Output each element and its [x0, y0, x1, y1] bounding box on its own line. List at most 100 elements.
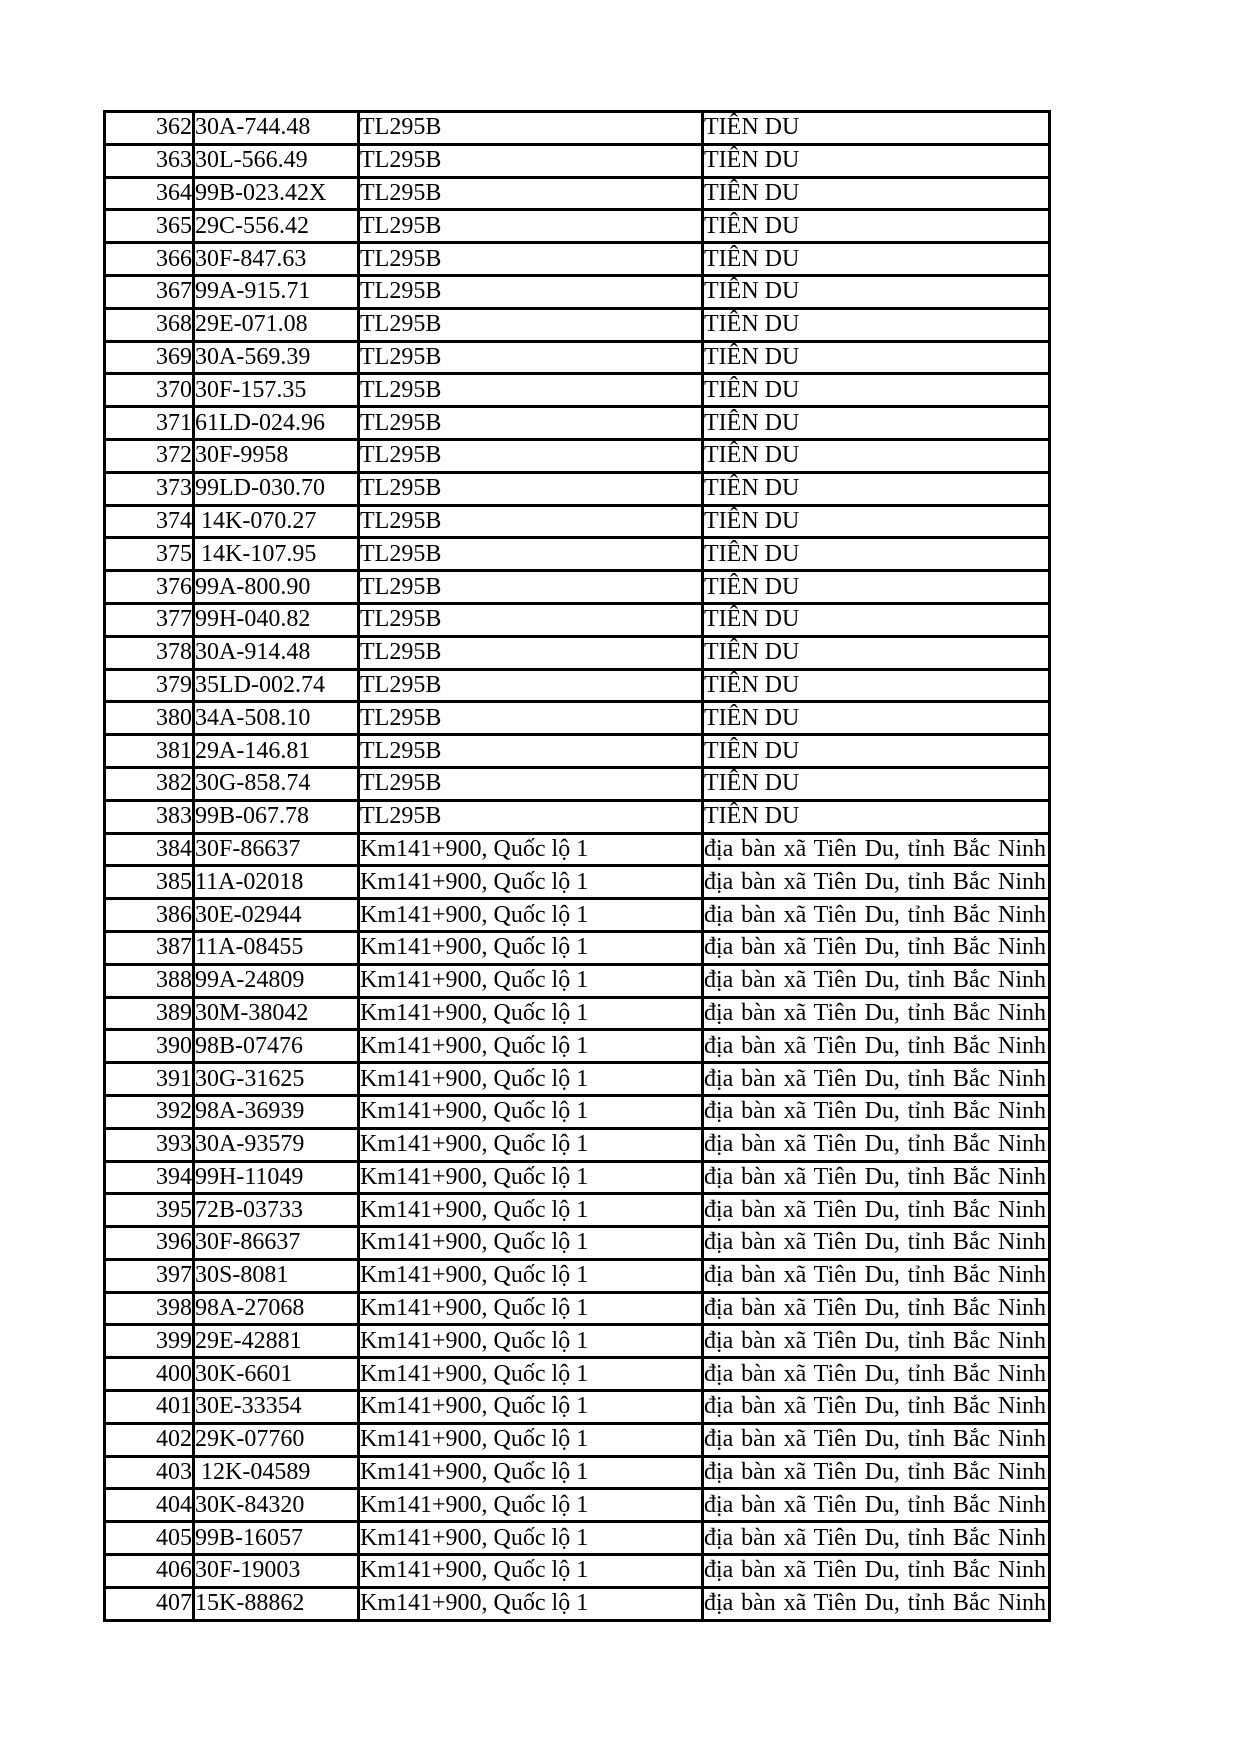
table-row: 383 99B-067.78 TL295B TIÊN DU: [103, 798, 1051, 835]
location-cell: TL295B: [357, 405, 704, 441]
location-cell: Km141+900, Quốc lộ 1: [357, 1487, 704, 1524]
table-row: 390 98B-07476 Km141+900, Quốc lộ 1 địa b…: [103, 1028, 1051, 1065]
row-number-cell: 385: [103, 864, 195, 901]
table-row: 393 30A-93579 Km141+900, Quốc lộ 1 địa b…: [103, 1126, 1051, 1163]
location-cell: TL295B: [357, 142, 704, 179]
table-row: 375 14K-107.95 TL295B TIÊN DU: [103, 536, 1051, 573]
table-row: 363 30L-566.49 TL295B TIÊN DU: [103, 142, 1051, 179]
district-cell: TIÊN DU: [701, 405, 1051, 441]
row-number-cell: 387: [103, 929, 195, 966]
license-plate-cell: 99B-16057: [192, 1520, 360, 1557]
row-number-cell: 369: [103, 339, 195, 376]
location-cell: TL295B: [357, 339, 704, 376]
district-cell: địa bàn xã Tiên Du, tỉnh Bắc Ninh: [701, 864, 1051, 901]
table-row: 365 29C-556.42 TL295B TIÊN DU: [103, 208, 1051, 245]
district-cell: TIÊN DU: [701, 765, 1051, 802]
table-row: 398 98A-27068 Km141+900, Quốc lộ 1 địa b…: [103, 1290, 1051, 1327]
license-plate-cell: 98B-07476: [192, 1028, 360, 1065]
location-cell: TL295B: [357, 733, 704, 769]
license-plate-cell: 30F-9958: [192, 437, 360, 474]
license-plate-cell: 11A-08455: [192, 929, 360, 966]
location-cell: Km141+900, Quốc lộ 1: [357, 995, 704, 1032]
table-row: 405 99B-16057 Km141+900, Quốc lộ 1 địa b…: [103, 1520, 1051, 1557]
row-number-cell: 367: [103, 273, 195, 310]
row-number-cell: 371: [103, 405, 195, 441]
row-number-cell: 383: [103, 798, 195, 835]
row-number-cell: 396: [103, 1225, 195, 1261]
district-cell: TIÊN DU: [701, 437, 1051, 474]
row-number-cell: 404: [103, 1487, 195, 1524]
table-row: 385 11A-02018 Km141+900, Quốc lộ 1 địa b…: [103, 864, 1051, 901]
row-number-cell: 363: [103, 142, 195, 179]
license-plate-cell: 98A-36939: [192, 1093, 360, 1130]
table-row: 371 61LD-024.96 TL295B TIÊN DU: [103, 405, 1051, 441]
row-number-cell: 362: [103, 110, 195, 146]
location-cell: TL295B: [357, 569, 704, 605]
row-number-cell: 364: [103, 175, 195, 212]
table-row: 392 98A-36939 Km141+900, Quốc lộ 1 địa b…: [103, 1093, 1051, 1130]
location-cell: TL295B: [357, 601, 704, 638]
license-plate-cell: 99LD-030.70: [192, 470, 360, 507]
license-plate-cell: 30K-6601: [192, 1356, 360, 1393]
license-plate-cell: 61LD-024.96: [192, 405, 360, 441]
table-row: 391 30G-31625 Km141+900, Quốc lộ 1 địa b…: [103, 1061, 1051, 1097]
license-plate-cell: 30A-93579: [192, 1126, 360, 1163]
location-cell: TL295B: [357, 110, 704, 146]
row-number-cell: 395: [103, 1192, 195, 1229]
table-row: 366 30F-847.63 TL295B TIÊN DU: [103, 241, 1051, 277]
row-number-cell: 374: [103, 503, 195, 540]
location-cell: TL295B: [357, 700, 704, 737]
district-cell: địa bàn xã Tiên Du, tỉnh Bắc Ninh: [701, 1323, 1051, 1360]
district-cell: địa bàn xã Tiên Du, tỉnh Bắc Ninh: [701, 995, 1051, 1032]
location-cell: Km141+900, Quốc lộ 1: [357, 1389, 704, 1425]
table-row: 394 99H-11049 Km141+900, Quốc lộ 1 địa b…: [103, 1159, 1051, 1196]
row-number-cell: 376: [103, 569, 195, 605]
row-number-cell: 406: [103, 1553, 195, 1589]
district-cell: địa bàn xã Tiên Du, tỉnh Bắc Ninh: [701, 1225, 1051, 1261]
table-row: 395 72B-03733 Km141+900, Quốc lộ 1 địa b…: [103, 1192, 1051, 1229]
district-cell: địa bàn xã Tiên Du, tỉnh Bắc Ninh: [701, 1454, 1051, 1491]
table-row: 380 34A-508.10 TL295B TIÊN DU: [103, 700, 1051, 737]
row-number-cell: 388: [103, 962, 195, 999]
table-row: 407 15K-88862 Km141+900, Quốc lộ 1 địa b…: [103, 1585, 1051, 1622]
license-plate-cell: 99B-023.42X: [192, 175, 360, 212]
location-cell: Km141+900, Quốc lộ 1: [357, 1093, 704, 1130]
district-cell: TIÊN DU: [701, 470, 1051, 507]
district-cell: TIÊN DU: [701, 306, 1051, 343]
district-cell: địa bàn xã Tiên Du, tỉnh Bắc Ninh: [701, 1257, 1051, 1294]
location-cell: Km141+900, Quốc lộ 1: [357, 1028, 704, 1065]
row-number-cell: 377: [103, 601, 195, 638]
location-cell: Km141+900, Quốc lộ 1: [357, 897, 704, 933]
row-number-cell: 390: [103, 1028, 195, 1065]
location-cell: TL295B: [357, 798, 704, 835]
table-row: 396 30F-86637 Km141+900, Quốc lộ 1 địa b…: [103, 1225, 1051, 1261]
license-plate-cell: 30F-157.35: [192, 372, 360, 409]
location-cell: TL295B: [357, 503, 704, 540]
row-number-cell: 365: [103, 208, 195, 245]
location-cell: Km141+900, Quốc lộ 1: [357, 1061, 704, 1097]
license-plate-cell: 14K-070.27: [192, 503, 360, 540]
license-plate-cell: 34A-508.10: [192, 700, 360, 737]
license-plate-cell: 15K-88862: [192, 1585, 360, 1622]
license-plate-cell: 30F-847.63: [192, 241, 360, 277]
district-cell: TIÊN DU: [701, 667, 1051, 704]
location-cell: Km141+900, Quốc lộ 1: [357, 962, 704, 999]
license-plate-cell: 30K-84320: [192, 1487, 360, 1524]
location-cell: TL295B: [357, 175, 704, 212]
row-number-cell: 405: [103, 1520, 195, 1557]
table-row: 401 30E-33354 Km141+900, Quốc lộ 1 địa b…: [103, 1389, 1051, 1425]
district-cell: TIÊN DU: [701, 372, 1051, 409]
license-plate-cell: 29C-556.42: [192, 208, 360, 245]
district-cell: địa bàn xã Tiên Du, tỉnh Bắc Ninh: [701, 1192, 1051, 1229]
district-cell: TIÊN DU: [701, 142, 1051, 179]
district-cell: địa bàn xã Tiên Du, tỉnh Bắc Ninh: [701, 1585, 1051, 1622]
row-number-cell: 392: [103, 1093, 195, 1130]
row-number-cell: 380: [103, 700, 195, 737]
license-plate-cell: 99H-040.82: [192, 601, 360, 638]
location-cell: Km141+900, Quốc lộ 1: [357, 1126, 704, 1163]
table-row: 404 30K-84320 Km141+900, Quốc lộ 1 địa b…: [103, 1487, 1051, 1524]
district-cell: TIÊN DU: [701, 110, 1051, 146]
location-cell: TL295B: [357, 372, 704, 409]
district-cell: địa bàn xã Tiên Du, tỉnh Bắc Ninh: [701, 1159, 1051, 1196]
row-number-cell: 379: [103, 667, 195, 704]
